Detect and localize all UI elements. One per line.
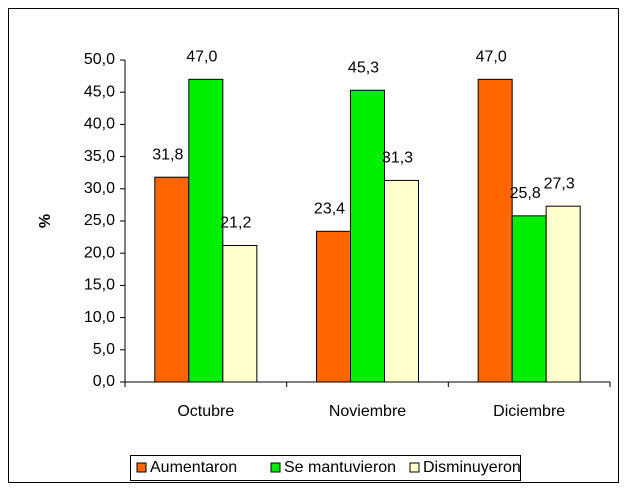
x-tick-label: Noviembre [329,403,406,420]
legend-label: Aumentaron [150,459,237,476]
y-tick-label: 0,0 [93,373,115,390]
y-tick-label: 45,0 [84,83,115,100]
value-label: 27,3 [544,175,575,192]
bar [350,89,385,383]
y-tick-label: 35,0 [84,148,115,165]
legend-swatch [270,462,281,473]
bar [545,205,581,383]
value-label: 23,4 [314,201,345,218]
legend-label: Disminuyeron [423,459,521,476]
bar [477,78,513,383]
y-tick-label: 20,0 [84,244,115,261]
y-tick-label: 50,0 [84,51,115,68]
bar [511,215,547,383]
value-label: 31,3 [382,150,413,167]
bar [384,179,419,383]
bar [316,230,351,383]
x-tick-label: Diciembre [493,403,565,420]
y-tick-label: 5,0 [93,341,115,358]
value-label: 45,3 [348,59,379,76]
y-axis-label: % [37,214,54,228]
legend-box [130,455,521,481]
y-tick-label: 15,0 [84,277,115,294]
value-label: 31,8 [152,146,183,163]
legend-label: Se mantuvieron [284,459,396,476]
value-label: 21,2 [220,215,251,232]
bar [222,244,258,383]
bar [188,78,224,383]
x-tick-label: Octubre [177,403,234,420]
value-label: 47,0 [476,49,507,66]
y-tick-label: 40,0 [84,116,115,133]
value-label: 25,8 [510,185,541,202]
value-label: 47,0 [186,49,217,66]
legend-swatch [409,462,420,473]
y-tick-label: 30,0 [84,180,115,197]
y-tick-label: 25,0 [84,212,115,229]
y-tick-label: 10,0 [84,309,115,326]
legend-swatch [136,462,147,473]
bar [154,176,190,383]
